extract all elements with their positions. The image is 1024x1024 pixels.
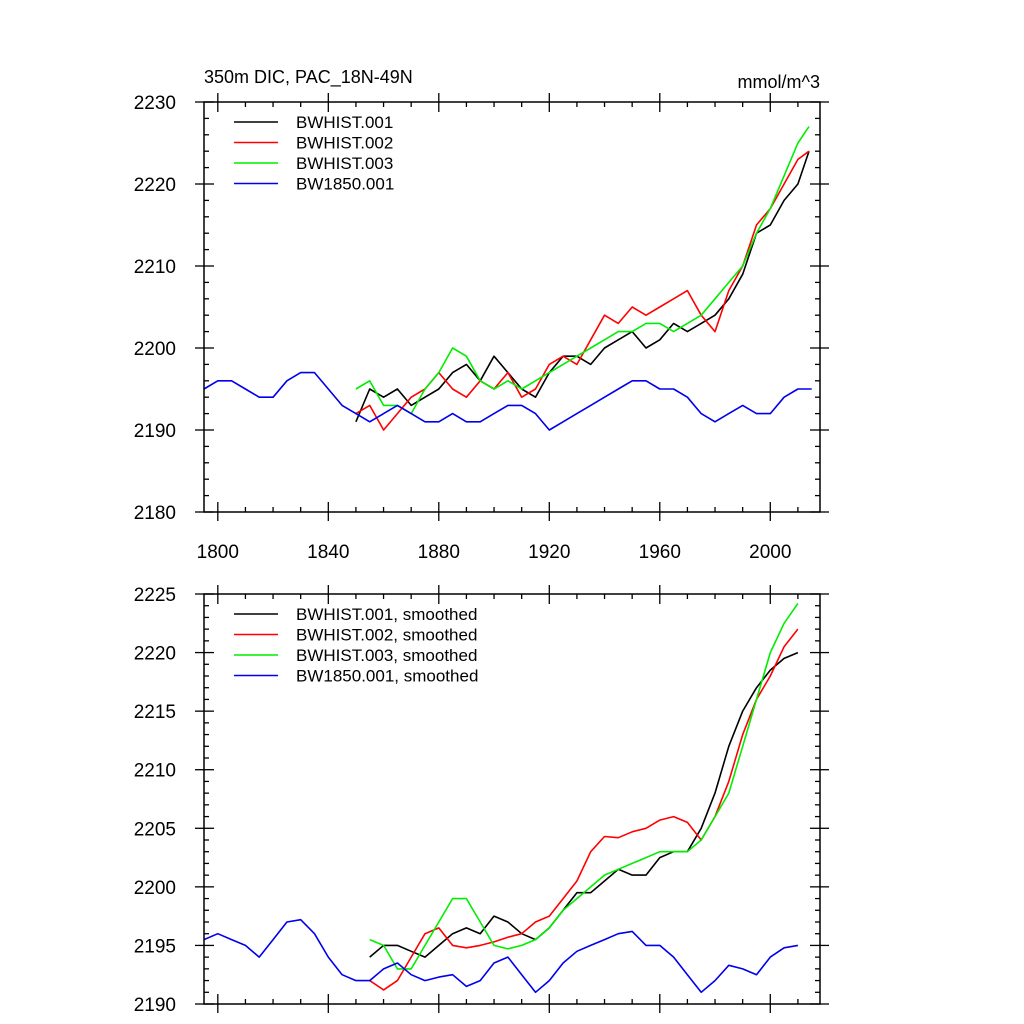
- y-tick-label: 2225: [134, 585, 176, 606]
- legend-label-3: BW1850.001: [296, 175, 394, 194]
- legend-label-2: BWHIST.003, smoothed: [296, 646, 477, 665]
- legend-label-0: BWHIST.001, smoothed: [296, 605, 477, 624]
- series-line-1: [355, 150, 810, 431]
- series-line-3: [203, 371, 812, 431]
- y-tick-label: 2195: [134, 936, 176, 957]
- y-tick-label: 2190: [134, 995, 176, 1016]
- panel-top-series: [203, 126, 812, 431]
- panel-bottom-ticks: 2190 2195 2200 2205 2210 2215 2220 2225: [134, 585, 829, 1016]
- series-line-3: [203, 918, 799, 994]
- panel-bottom-legend: BWHIST.001, smoothed BWHIST.002, smoothed…: [234, 605, 478, 686]
- series-line-1: [369, 628, 799, 991]
- y-tick-label: 2230: [134, 93, 176, 114]
- y-tick-label: 2200: [134, 878, 176, 899]
- panel-top-ticks: 1800 1840 1880 1920 1960 2000 2180 2190 2200 2210…: [134, 93, 829, 563]
- x-tick-label: 1880: [418, 542, 460, 563]
- legend-label-3: BW1850.001, smoothed: [296, 667, 478, 686]
- y-tick-label: 2215: [134, 702, 176, 723]
- x-tick-label: 1800: [197, 542, 239, 563]
- series-line-0: [369, 651, 799, 958]
- x-tick-label: 1920: [528, 542, 570, 563]
- y-tick-label: 2205: [134, 819, 176, 840]
- y-tick-label: 2220: [134, 175, 176, 196]
- x-tick-label: 1840: [307, 542, 349, 563]
- panel-top-frame: [203, 101, 821, 513]
- y-tick-label: 2210: [134, 257, 176, 278]
- legend-label-2: BWHIST.003: [296, 154, 393, 173]
- y-tick-label: 2190: [134, 421, 176, 442]
- panel-bottom: 2190 2195 2200 2205 2210 2215 2220 2225 BWHIST.…: [134, 585, 829, 1016]
- y-tick-label: 2180: [134, 503, 176, 524]
- series-line-2: [369, 602, 799, 970]
- legend-label-1: BWHIST.002, smoothed: [296, 626, 477, 645]
- series-line-0: [355, 150, 810, 423]
- panel-bottom-series: [203, 602, 799, 994]
- x-tick-label: 1960: [639, 542, 681, 563]
- panel-top: 350m DIC, PAC_18N-49N mmol/m^3 1800 1840 1…: [134, 67, 829, 563]
- units-label: mmol/m^3: [738, 72, 820, 92]
- y-tick-label: 2200: [134, 339, 176, 360]
- series-line-2: [355, 126, 810, 415]
- legend-label-0: BWHIST.001: [296, 113, 393, 132]
- y-tick-label: 2220: [134, 644, 176, 665]
- chart-title: 350m DIC, PAC_18N-49N: [204, 67, 413, 88]
- legend-label-1: BWHIST.002: [296, 134, 393, 153]
- x-tick-label: 2000: [749, 542, 791, 563]
- y-tick-label: 2210: [134, 761, 176, 782]
- panel-bottom-frame: [203, 593, 821, 1005]
